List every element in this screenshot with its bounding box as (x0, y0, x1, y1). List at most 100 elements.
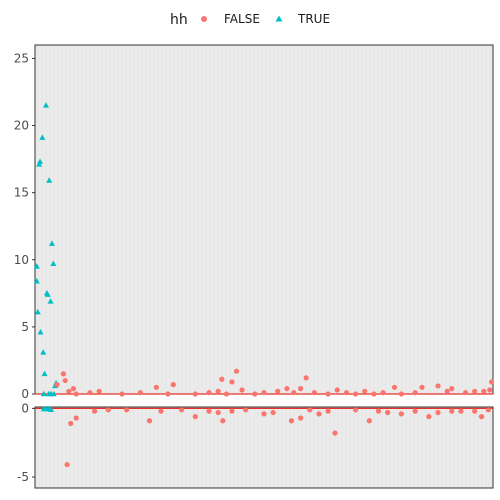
data-point (42, 102, 49, 108)
grid-lines (37, 45, 491, 394)
legend-marker-triangle (275, 15, 283, 22)
data-point (33, 277, 40, 284)
data-point (215, 388, 221, 394)
data-point (343, 390, 350, 396)
data-point (353, 407, 359, 413)
data-point (91, 408, 98, 414)
data-point (462, 390, 469, 396)
data-point (54, 382, 60, 388)
data-point (233, 368, 240, 374)
data-point (105, 407, 111, 413)
data-point (41, 370, 48, 377)
data-point (229, 379, 235, 385)
data-point (96, 388, 102, 394)
data-point (46, 177, 53, 183)
legend-entry-false: FALSE (201, 12, 260, 26)
data-point (311, 390, 317, 396)
data-point (419, 384, 425, 390)
data-point (40, 349, 47, 355)
legend-label: FALSE (224, 12, 260, 26)
data-point (192, 391, 198, 397)
series-true (40, 405, 55, 412)
legend-marker-circle (201, 16, 207, 22)
data-point (158, 408, 164, 414)
data-point (449, 408, 455, 414)
panel-background (35, 407, 493, 488)
y-tick-label: 20 (14, 119, 29, 133)
data-point (412, 390, 418, 396)
legend-title: hh (170, 12, 188, 28)
data-point (458, 408, 464, 414)
data-point (50, 260, 57, 266)
data-point (37, 158, 44, 164)
data-point (239, 387, 245, 393)
data-point (44, 291, 51, 297)
y-tick-label: 25 (14, 51, 29, 65)
data-point (37, 328, 44, 335)
data-point (261, 411, 267, 417)
data-point (60, 371, 66, 377)
data-point (380, 390, 386, 396)
y-tick-label: 0 (21, 387, 29, 401)
data-point (291, 390, 297, 396)
data-point (47, 298, 54, 304)
panel-border (34, 406, 494, 489)
data-point (243, 407, 249, 413)
y-tick-label: 10 (14, 253, 29, 267)
data-point (334, 387, 340, 393)
data-point (487, 387, 493, 393)
y-tick-label: 0 (21, 401, 29, 415)
data-point (353, 391, 359, 397)
data-point (472, 408, 478, 414)
data-point (223, 391, 230, 397)
data-point (485, 407, 492, 413)
data-point (62, 377, 68, 384)
data-point (165, 391, 171, 397)
data-point (435, 383, 441, 389)
series-false (64, 407, 492, 468)
data-point (68, 420, 74, 427)
data-point (170, 382, 176, 388)
data-point (316, 411, 322, 417)
plot-panels: 0 5 10 15 20 25 0 -5 (14, 44, 495, 489)
data-point (73, 415, 79, 421)
data-point (87, 390, 93, 396)
data-point (119, 391, 125, 397)
data-point (412, 408, 418, 414)
data-point (362, 388, 368, 394)
data-point (219, 376, 225, 382)
data-point (66, 388, 72, 394)
data-point (449, 386, 455, 392)
data-point (435, 409, 441, 416)
data-point (270, 409, 276, 416)
data-point (489, 379, 495, 385)
data-point (261, 390, 267, 396)
data-point (137, 390, 143, 396)
data-point (34, 308, 41, 315)
data-point (153, 384, 159, 390)
y-tick-label: 15 (14, 186, 29, 200)
data-point (284, 386, 290, 392)
data-point (325, 391, 331, 397)
legend-entry-true: TRUE (275, 12, 330, 26)
panel-bottom: 0 -5 (17, 401, 494, 489)
legend-label: TRUE (297, 12, 330, 26)
data-point (124, 407, 130, 413)
data-point (298, 415, 304, 421)
data-point (33, 263, 40, 269)
data-point (206, 408, 212, 414)
data-point (178, 407, 185, 413)
data-point (398, 391, 404, 397)
data-point (275, 388, 281, 394)
data-point (252, 391, 258, 397)
data-point (385, 409, 391, 416)
series-false (54, 368, 495, 397)
data-point (48, 240, 55, 246)
data-point (48, 406, 55, 412)
data-point (48, 390, 55, 397)
data-point (73, 391, 79, 397)
y-tick-label: 5 (21, 320, 29, 334)
data-point (481, 388, 487, 394)
panel-top: 0 5 10 15 20 25 (14, 44, 495, 401)
